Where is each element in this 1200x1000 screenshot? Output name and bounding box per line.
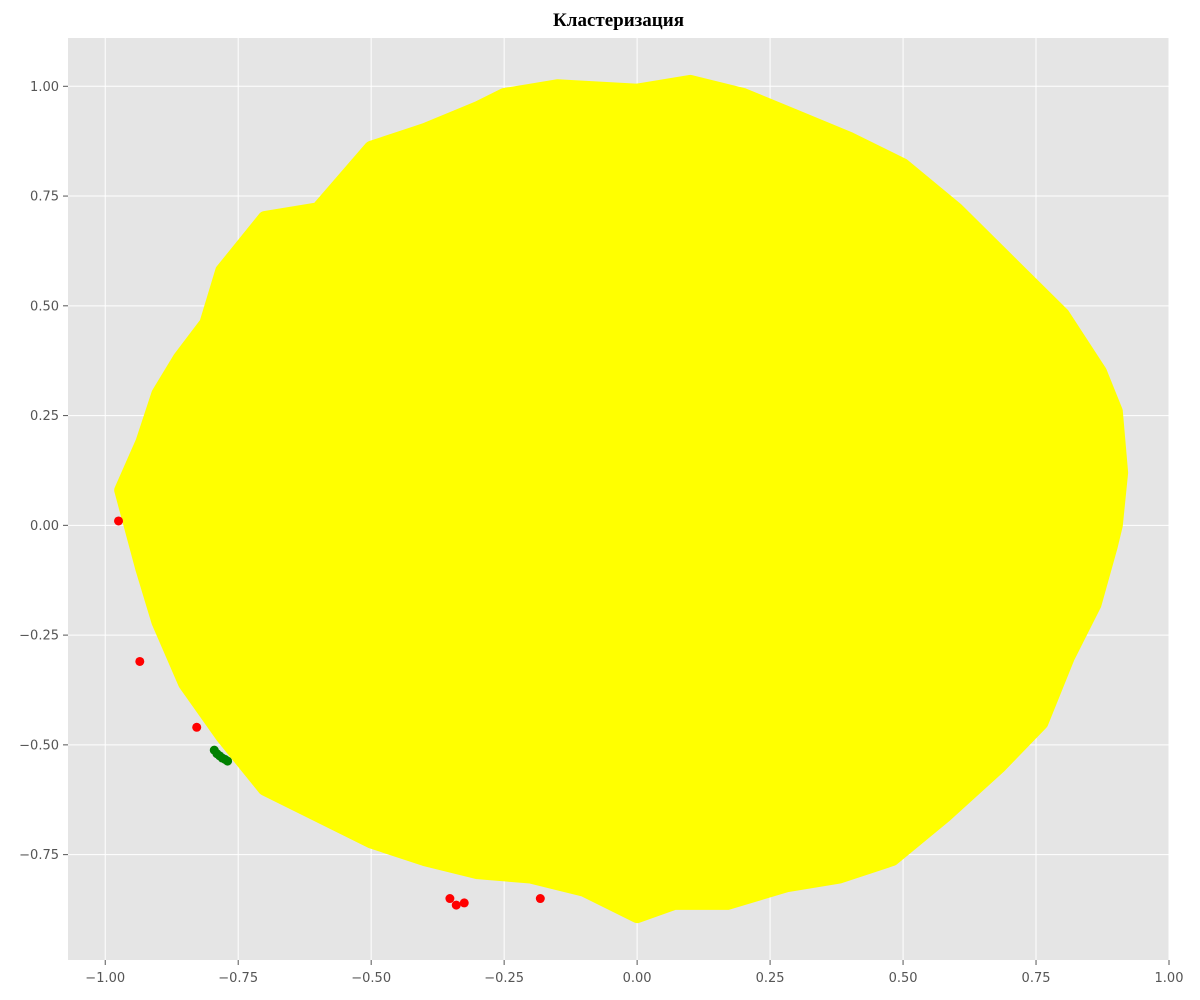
data-point-yellow [1062, 652, 1073, 663]
data-point-yellow [153, 388, 164, 399]
data-point-yellow [153, 616, 164, 627]
data-point-yellow [791, 112, 802, 123]
y-tick-label: −0.75 [19, 848, 59, 863]
x-tick-label: 0.50 [889, 971, 918, 986]
data-point-red [192, 722, 202, 732]
data-point-yellow [722, 897, 733, 908]
x-tick-label: 0.75 [1022, 971, 1051, 986]
data-point-yellow [137, 436, 148, 447]
data-point-yellow [685, 76, 696, 87]
data-point-red [459, 898, 469, 908]
data-point-yellow [137, 564, 148, 575]
y-tick-label: 0.50 [30, 299, 59, 314]
data-point-red [114, 516, 124, 526]
chart-title: Кластеризация [553, 10, 684, 31]
data-point-yellow [632, 911, 643, 922]
data-point-yellow [1105, 542, 1116, 553]
data-point-yellow [658, 476, 669, 487]
data-point-yellow [201, 318, 212, 329]
data-point-yellow [217, 265, 228, 276]
data-point-yellow [499, 90, 510, 101]
x-tick-label: −0.50 [351, 971, 391, 986]
data-point-yellow [834, 871, 845, 882]
data-point-yellow [174, 353, 185, 364]
data-point-yellow [472, 867, 483, 878]
data-point-yellow [472, 103, 483, 114]
data-point-yellow [259, 783, 270, 794]
data-point-yellow [419, 125, 430, 136]
data-point-yellow [887, 854, 898, 865]
data-point-yellow [993, 761, 1004, 772]
data-point-yellow [366, 836, 377, 847]
x-tick-label: 0.25 [756, 971, 785, 986]
x-tick-label: −0.25 [484, 971, 524, 986]
data-point-yellow [1110, 520, 1121, 531]
y-tick-label: −0.50 [19, 738, 59, 753]
data-point-yellow [552, 81, 563, 92]
data-point-yellow [312, 810, 323, 821]
data-point-yellow [1036, 717, 1047, 728]
data-point-yellow [951, 204, 962, 215]
x-tick-label: −1.00 [85, 971, 125, 986]
data-point-yellow [1094, 366, 1105, 377]
data-point-yellow [669, 897, 680, 908]
data-point-red [535, 894, 545, 904]
data-point-yellow [1057, 309, 1068, 320]
data-point-red [445, 894, 455, 904]
y-tick-label: 0.75 [30, 190, 59, 205]
data-point-yellow [632, 85, 643, 96]
data-point-yellow [898, 160, 909, 171]
data-point-yellow [525, 871, 536, 882]
data-point-yellow [180, 678, 191, 689]
data-point-yellow [116, 485, 127, 496]
x-tick-label: 0.00 [623, 971, 652, 986]
x-tick-label: −0.75 [218, 971, 258, 986]
x-tick-label: 1.00 [1155, 971, 1184, 986]
data-point-yellow [259, 213, 270, 224]
data-point-yellow [419, 854, 430, 865]
data-point-yellow [312, 204, 323, 215]
data-point-yellow [1110, 406, 1121, 417]
y-tick-label: 1.00 [30, 80, 59, 95]
data-point-yellow [578, 884, 589, 895]
data-point-yellow [738, 90, 749, 101]
data-point-yellow [217, 731, 228, 742]
data-point-yellow [1089, 599, 1100, 610]
data-point-yellow [366, 142, 377, 153]
y-tick-label: 0.25 [30, 409, 59, 424]
data-point-red [135, 656, 145, 666]
y-tick-label: 0.00 [30, 519, 59, 534]
data-point-yellow [1004, 256, 1015, 267]
cluster-yellow-region [114, 74, 1129, 924]
data-point-yellow [940, 810, 951, 821]
data-point-red [451, 900, 461, 910]
data-point-yellow [1116, 467, 1127, 478]
data-point-yellow [844, 133, 855, 144]
y-tick-label: −0.25 [19, 629, 59, 644]
data-point-yellow [781, 880, 792, 891]
data-point-green [223, 756, 233, 766]
